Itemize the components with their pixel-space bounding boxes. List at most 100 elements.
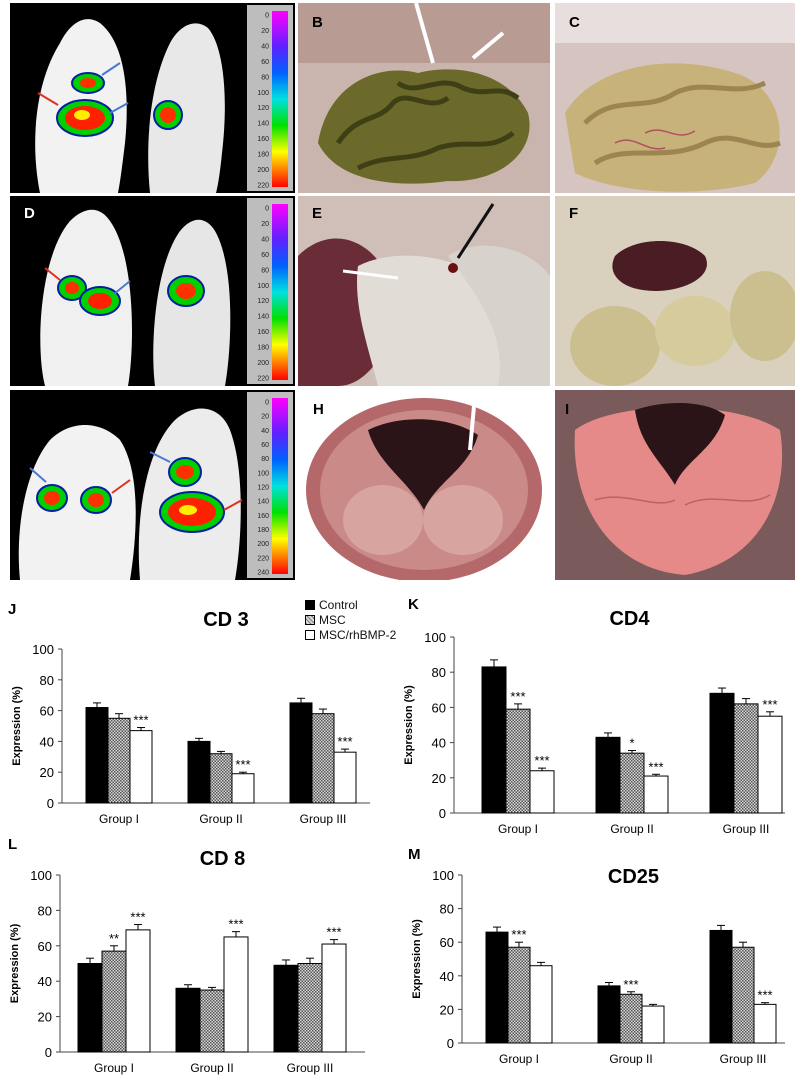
- bar-msc: [619, 993, 643, 1044]
- x-tick-label: Group I: [99, 812, 139, 826]
- panel-label: J: [8, 601, 16, 618]
- bar-control: [77, 963, 103, 1053]
- significance-marker: ***: [130, 910, 145, 925]
- scale-tick-label: 180: [257, 527, 269, 534]
- significance-marker: ***: [228, 917, 243, 932]
- significance-marker: ***: [510, 689, 525, 704]
- scale-tick-label: 20: [261, 28, 269, 35]
- scale-tick-label: 160: [257, 513, 269, 520]
- x-tick-label: Group III: [720, 1052, 767, 1066]
- scale-tick-label: 100: [257, 470, 269, 477]
- y-tick-label: 100: [432, 868, 454, 883]
- x-tick-label: Group II: [190, 1061, 233, 1075]
- significance-marker: ***: [133, 713, 148, 728]
- panel-label-d: D: [24, 205, 35, 222]
- significance-marker: ***: [511, 927, 526, 942]
- legend-label-msc-rhbmp2: MSC/rhBMP-2: [319, 627, 397, 642]
- y-tick-label: 0: [47, 796, 54, 811]
- scale-tick-label: 220: [257, 555, 269, 562]
- bar-control: [175, 987, 201, 1053]
- chart-title: CD4: [609, 608, 650, 630]
- scale-tick-label: 140: [257, 499, 269, 506]
- y-tick-label: 60: [432, 700, 446, 715]
- chart-k-cd4: K CD4 0 20 40 60 80 100 Expression (%) Group I Gro…: [403, 596, 785, 836]
- scale-tick-label: 60: [261, 252, 269, 259]
- panel-label-e: E: [312, 205, 323, 222]
- y-tick-label: 60: [440, 935, 454, 950]
- bar-msc-rhbmp-2: [321, 943, 347, 1053]
- y-tick-label: 20: [432, 771, 446, 786]
- y-tick-label: 40: [440, 969, 454, 984]
- y-axis-label: Expression (%): [403, 685, 415, 765]
- bar-control: [597, 985, 621, 1044]
- chart-title: CD 8: [200, 848, 246, 870]
- legend-label-control: Control: [319, 597, 358, 612]
- bar-msc: [311, 713, 335, 804]
- panel-e-liver-photo: [298, 196, 550, 386]
- significance-marker: ***: [534, 753, 549, 768]
- scale-tick-label: 200: [257, 541, 269, 548]
- chart-title: CD 3: [203, 609, 249, 631]
- bar-msc-rhbmp-2: [529, 770, 555, 814]
- legend-item-msc-rhbmp2: MSC/rhBMP-2: [305, 627, 396, 642]
- scale-tick-label: 60: [261, 59, 269, 66]
- x-tick-label: Group I: [498, 822, 538, 836]
- y-axis-label: Expression (%): [411, 919, 423, 999]
- scale-tick-label: 80: [261, 456, 269, 463]
- panel-label-h: H: [313, 401, 324, 418]
- bar-msc-rhbmp-2: [125, 929, 151, 1053]
- y-tick-label: 80: [440, 902, 454, 917]
- y-tick-label: 0: [447, 1036, 454, 1051]
- significance-marker: **: [109, 931, 119, 946]
- y-axis-label: Expression (%): [11, 686, 23, 766]
- scale-tick-label: 180: [257, 345, 269, 352]
- scale-tick-label: 120: [257, 105, 269, 112]
- y-tick-label: 40: [432, 736, 446, 751]
- panel-c-intestine-photo: [555, 3, 795, 193]
- scale-tick-label: 80: [261, 267, 269, 274]
- scale-tick-label: 120: [257, 485, 269, 492]
- bar-msc-rhbmp-2: [641, 1005, 665, 1044]
- significance-marker: ***: [762, 697, 777, 712]
- significance-marker: ***: [326, 925, 341, 940]
- bar-msc: [507, 946, 531, 1044]
- panel-i-lung-photo: [555, 390, 795, 580]
- bar-control: [595, 736, 621, 814]
- bar-msc: [101, 950, 127, 1053]
- scale-tick-label: 40: [261, 236, 269, 243]
- panel-h-lung-photo: [298, 390, 550, 580]
- y-tick-label: 80: [40, 673, 54, 688]
- scale-tick-label: 20: [261, 221, 269, 228]
- y-tick-label: 100: [30, 868, 52, 883]
- y-tick-label: 20: [40, 765, 54, 780]
- panel-label-c: C: [569, 14, 580, 31]
- chart-j-cd3: J CD 3 0 20 40 60 80 100 Expression (%) Group I Gr…: [8, 601, 370, 826]
- x-tick-label: Group I: [94, 1061, 134, 1075]
- bar-control: [85, 707, 109, 804]
- panel-label-b: B: [312, 14, 323, 31]
- y-tick-label: 0: [439, 806, 446, 821]
- legend-swatch-msc-rhbmp2: [305, 629, 315, 640]
- bar-msc-rhbmp-2: [757, 715, 783, 814]
- legend-label-msc: MSC: [319, 612, 346, 627]
- panel-label-i: I: [565, 401, 570, 418]
- scale-tick-label: 160: [257, 136, 269, 143]
- scale-tick-label: 0: [265, 206, 269, 213]
- scale-tick-label: 20: [261, 414, 269, 421]
- significance-marker: ***: [648, 759, 663, 774]
- bar-msc-rhbmp-2: [223, 936, 249, 1053]
- legend-item-control: Control: [305, 597, 396, 612]
- scale-tick-label: 120: [257, 298, 269, 305]
- significance-marker: ***: [623, 977, 638, 992]
- x-tick-label: Group II: [610, 822, 653, 836]
- bar-msc: [107, 717, 131, 804]
- bar-msc-rhbmp-2: [529, 965, 553, 1044]
- panel-label: K: [408, 596, 419, 613]
- bar-msc: [733, 703, 759, 814]
- chart-title: CD25: [608, 866, 659, 888]
- chart-legend: Control MSC MSC/rhBMP-2: [305, 597, 396, 642]
- bar-control: [273, 964, 299, 1053]
- bar-control: [709, 929, 733, 1044]
- scale-tick-label: 140: [257, 121, 269, 128]
- bar-msc-rhbmp-2: [643, 775, 669, 814]
